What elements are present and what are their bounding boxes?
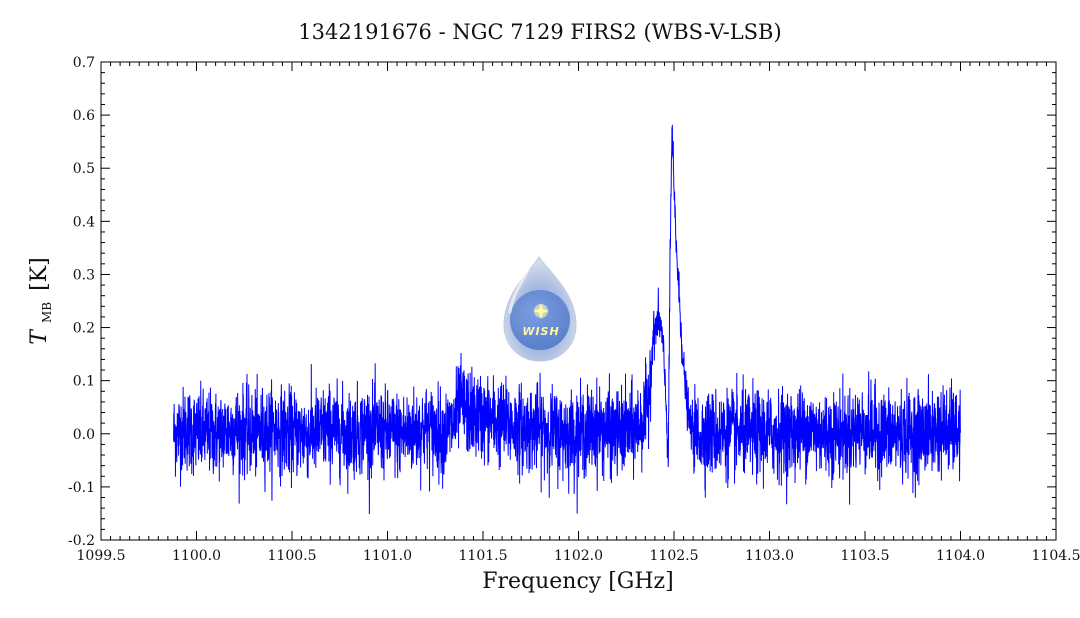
y-axis-label-sub: MB — [40, 302, 54, 323]
series-line — [173, 124, 961, 515]
y-tick-label: -0.2 — [68, 533, 95, 549]
x-tick-label: 1103.0 — [745, 548, 794, 564]
y-tick-label: 0.6 — [73, 108, 95, 124]
y-axis-label-main: T — [27, 328, 52, 345]
chart-title: 1342191676 - NGC 7129 FIRS2 (WBS-V-LSB) — [298, 20, 781, 44]
y-tick-label: 0.0 — [73, 427, 95, 443]
y-axis-label-unit: [K] — [27, 257, 52, 291]
x-tick-label: 1099.5 — [77, 548, 126, 564]
x-tick-label: 1100.0 — [172, 548, 221, 564]
y-axis-label: T MB [K] — [27, 257, 57, 344]
y-tick-labels: -0.2 -0.1 0.0 0.1 0.2 0.3 0.4 0.5 0.6 0.7 — [68, 55, 95, 549]
x-tick-label: 1102.5 — [650, 548, 699, 564]
y-tick-label: 0.5 — [73, 161, 95, 177]
logo-text: WISH — [522, 325, 559, 338]
x-tick-label: 1104.0 — [936, 548, 985, 564]
svg-text:T MB [K]: T MB [K] — [27, 257, 57, 344]
y-tick-label: 0.2 — [73, 321, 95, 337]
wish-logo: WISH — [503, 256, 577, 362]
x-tick-label: 1101.5 — [459, 548, 508, 564]
x-tick-label: 1101.0 — [363, 548, 412, 564]
y-tick-label: -0.1 — [68, 480, 95, 496]
y-tick-label: 0.3 — [73, 267, 95, 283]
x-tick-label: 1100.5 — [268, 548, 317, 564]
star-icon — [533, 303, 549, 319]
y-tick-label: 0.1 — [73, 374, 95, 390]
x-axis-label: Frequency [GHz] — [482, 569, 674, 594]
axis-ticks — [100, 61, 1057, 541]
x-tick-labels: 1099.5 1100.0 1100.5 1101.0 1101.5 1102.0 1102… — [77, 548, 1080, 564]
x-tick-label: 1103.5 — [841, 548, 890, 564]
y-tick-label: 0.4 — [73, 214, 95, 230]
x-tick-label: 1102.0 — [554, 548, 603, 564]
y-tick-label: 0.7 — [73, 55, 95, 71]
x-tick-label: 1104.5 — [1032, 548, 1080, 564]
